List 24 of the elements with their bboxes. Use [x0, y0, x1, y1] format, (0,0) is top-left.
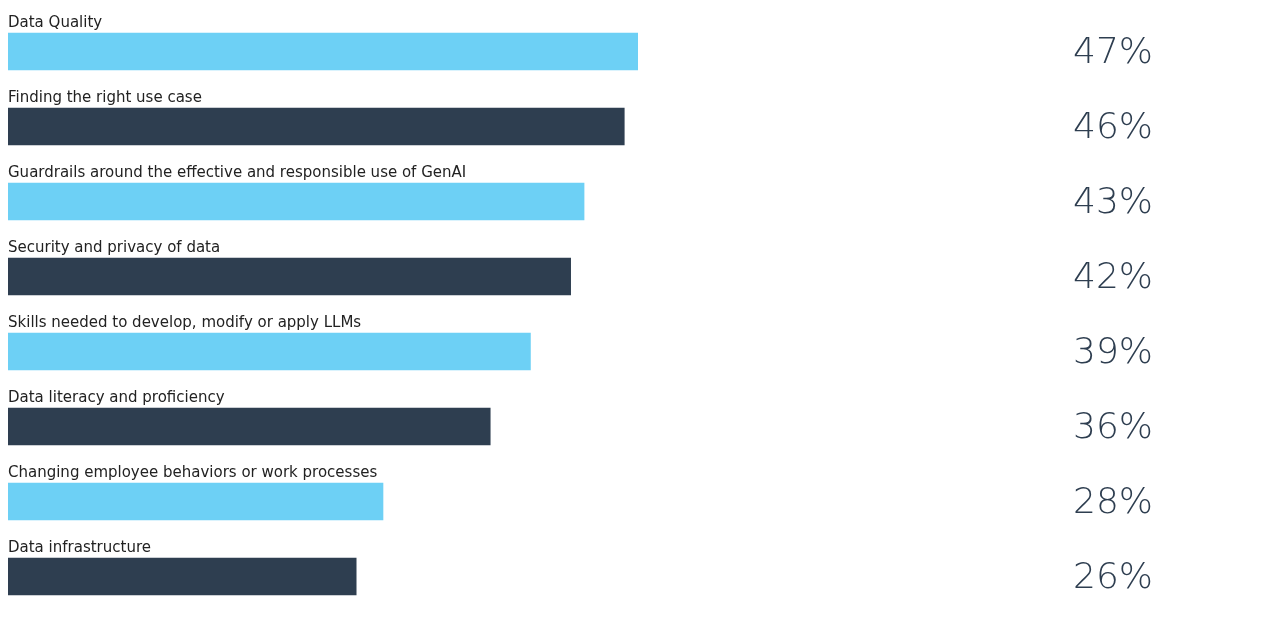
data-label: 46% [1072, 104, 1153, 146]
data-label: 28% [1072, 479, 1153, 521]
bar [8, 107, 625, 146]
bar [8, 182, 585, 221]
bar [8, 332, 531, 371]
bar [8, 32, 638, 71]
y-tick-label: Data literacy and proficiency [8, 387, 225, 406]
y-tick-label: Security and privacy of data [8, 237, 221, 256]
bar [8, 482, 384, 521]
y-tick-label: Data infrastructure [8, 537, 151, 556]
bar [8, 257, 571, 296]
bar [8, 407, 491, 446]
data-label: 26% [1072, 554, 1153, 596]
data-label: 39% [1072, 329, 1153, 371]
y-tick-label: Guardrails around the effective and responsible use of GenAI [8, 162, 467, 181]
data-label: 42% [1072, 254, 1153, 296]
y-tick-label: Finding the right use case [8, 87, 202, 106]
bar [8, 557, 357, 596]
data-label: 43% [1072, 179, 1153, 221]
y-tick-label: Changing employee behaviors or work processes [8, 462, 378, 481]
data-label: 36% [1072, 404, 1153, 446]
y-tick-label: Skills needed to develop, modify or apply LLMs [8, 312, 362, 331]
y-tick-label: Data Quality [8, 12, 103, 31]
data-label: 47% [1072, 29, 1153, 71]
